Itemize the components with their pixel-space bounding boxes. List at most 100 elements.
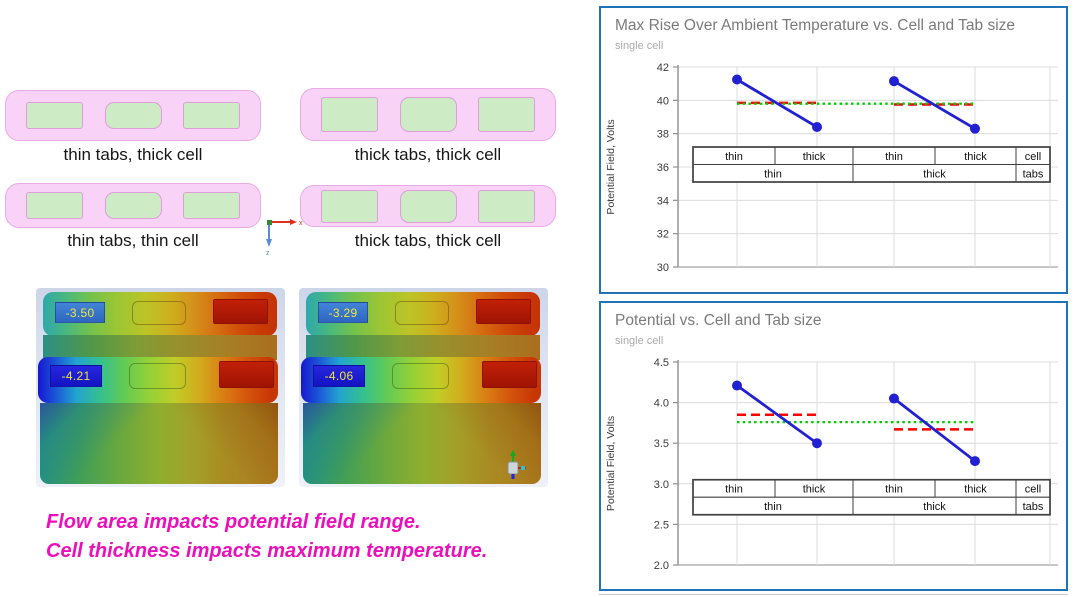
svg-text:z: z: [266, 250, 270, 256]
svg-text:3.5: 3.5: [654, 438, 669, 450]
data-point: [812, 438, 822, 449]
tab-shape: [26, 102, 83, 129]
data-point: [970, 456, 980, 467]
diagram-thick-tabs-thin-cell: [300, 185, 556, 227]
data-point: [970, 123, 980, 134]
tab-shape: [183, 102, 240, 129]
svg-text:3.0: 3.0: [654, 479, 669, 491]
gridlines: [677, 360, 1058, 566]
svg-text:thick: thick: [803, 151, 826, 163]
line-chart-potential: 2.0 2.5 3.0 3.5 4.0 4.5 Potential Field, Volts…: [605, 357, 1058, 572]
tab-shape: [26, 192, 83, 219]
annotation-line-1: Flow area impacts potential field range.: [46, 511, 421, 533]
svg-text:thick: thick: [803, 483, 826, 495]
tab-shape: [478, 189, 535, 223]
svg-text:x: x: [299, 220, 303, 227]
data-point: [812, 122, 822, 132]
right-tab-shape: [213, 299, 268, 324]
svg-text:42: 42: [657, 62, 669, 74]
y-axis: 2.0 2.5 3.0 3.5 4.0 4.5: [654, 357, 678, 572]
svg-text:30: 30: [657, 262, 669, 274]
chart-subtitle: single cell: [615, 40, 664, 52]
cell-bottom-body: [40, 403, 278, 484]
chart-subtitle: single cell: [615, 335, 664, 347]
svg-text:32: 32: [657, 229, 669, 241]
factor-table: thin thick thin thick cell thin thick tabs: [692, 146, 1051, 183]
potential-value-label: -4.06: [313, 365, 365, 387]
potential-value-label: -3.29: [318, 302, 368, 323]
middle-tab-outline: [129, 363, 186, 389]
svg-text:38: 38: [657, 129, 669, 141]
potential-value-label: -4.21: [50, 365, 102, 387]
chart-panel-potential: Potential vs. Cell and Tab size single c…: [599, 301, 1068, 591]
right-tab-shape: [482, 361, 537, 388]
chart-title: Potential vs. Cell and Tab size: [615, 312, 822, 329]
middle-tab-outline: [395, 301, 449, 325]
diagram-label: thick tabs, thick cell: [354, 145, 502, 164]
middle-tab-outline: [132, 301, 186, 325]
diagram-label: thin tabs, thin cell: [67, 231, 199, 250]
tab-shape: [321, 189, 378, 223]
diagram-thin-tabs-thin-cell: [5, 183, 261, 228]
svg-text:thin: thin: [764, 168, 782, 180]
diagram-label: thick tabs, thick cell: [354, 231, 502, 250]
cell-top-body: [306, 335, 540, 360]
svg-text:thin: thin: [725, 151, 743, 163]
data-point: [732, 380, 742, 391]
cell-top-body: [43, 335, 277, 360]
annotation-line-2: Cell thickness impacts maximum temperatu…: [46, 540, 488, 562]
diagram-thin-tabs-thick-cell: [5, 90, 261, 141]
potential-value-label: -3.50: [55, 302, 105, 323]
svg-text:thin: thin: [764, 501, 782, 513]
svg-text:cell: cell: [1025, 151, 1042, 163]
svg-text:4.5: 4.5: [654, 357, 669, 369]
factor-table: thin thick thin thick cell thin thick tabs: [692, 478, 1051, 516]
thermal-image-right: -3.29 -4.06: [299, 288, 548, 487]
series-response: [732, 74, 980, 134]
right-tab-shape: [476, 299, 531, 324]
svg-text:40: 40: [657, 95, 669, 107]
svg-text:tabs: tabs: [1023, 168, 1044, 180]
middle-tab-outline: [392, 363, 449, 389]
svg-text:cell: cell: [1025, 483, 1042, 495]
svg-text:4.0: 4.0: [654, 398, 669, 410]
y-axis-label: Potential Field, Volts: [605, 416, 617, 511]
diagram-thick-tabs-thick-cell: [300, 88, 556, 141]
tab-shape: [321, 97, 378, 132]
svg-text:34: 34: [657, 195, 669, 207]
svg-text:thick: thick: [964, 151, 987, 163]
right-tab-shape: [219, 361, 274, 388]
svg-text:thick: thick: [923, 168, 946, 180]
data-point: [889, 76, 899, 87]
tab-shape: [399, 97, 457, 132]
svg-text:thin: thin: [885, 483, 903, 495]
svg-text:thick: thick: [964, 483, 987, 495]
series-response: [732, 380, 980, 467]
data-point: [732, 74, 742, 85]
svg-text:2.5: 2.5: [654, 519, 669, 531]
tab-shape: [104, 192, 162, 219]
svg-text:36: 36: [657, 162, 669, 174]
svg-text:tabs: tabs: [1023, 501, 1044, 513]
chart-title: Max Rise Over Ambient Temperature vs. Ce…: [615, 17, 1016, 34]
thermal-image-left: -3.50 -4.21: [36, 288, 285, 487]
divider-line: [599, 594, 1068, 595]
diagram-label: thin tabs, thick cell: [63, 145, 203, 164]
annotation-text: Flow area impacts potential field range.…: [46, 508, 487, 566]
line-chart-max-rise: 30 32 34 36 38 40 42 Potential Field, Volts thin…: [605, 62, 1058, 274]
y-axis-label: Potential Field, Volts: [605, 119, 617, 214]
tab-shape: [104, 102, 162, 129]
svg-text:thick: thick: [923, 501, 946, 513]
tab-shape: [399, 189, 457, 223]
tab-shape: [478, 97, 535, 132]
tab-shape: [183, 192, 240, 219]
y-axis: 30 32 34 36 38 40 42: [657, 62, 678, 274]
cell-bottom-body: [303, 403, 541, 484]
svg-text:2.0: 2.0: [654, 560, 669, 572]
svg-text:thin: thin: [725, 483, 743, 495]
svg-text:thin: thin: [885, 151, 903, 163]
data-point: [889, 393, 899, 404]
chart-panel-max-rise: Max Rise Over Ambient Temperature vs. Ce…: [599, 6, 1068, 294]
orientation-triad-icon: [507, 450, 526, 479]
